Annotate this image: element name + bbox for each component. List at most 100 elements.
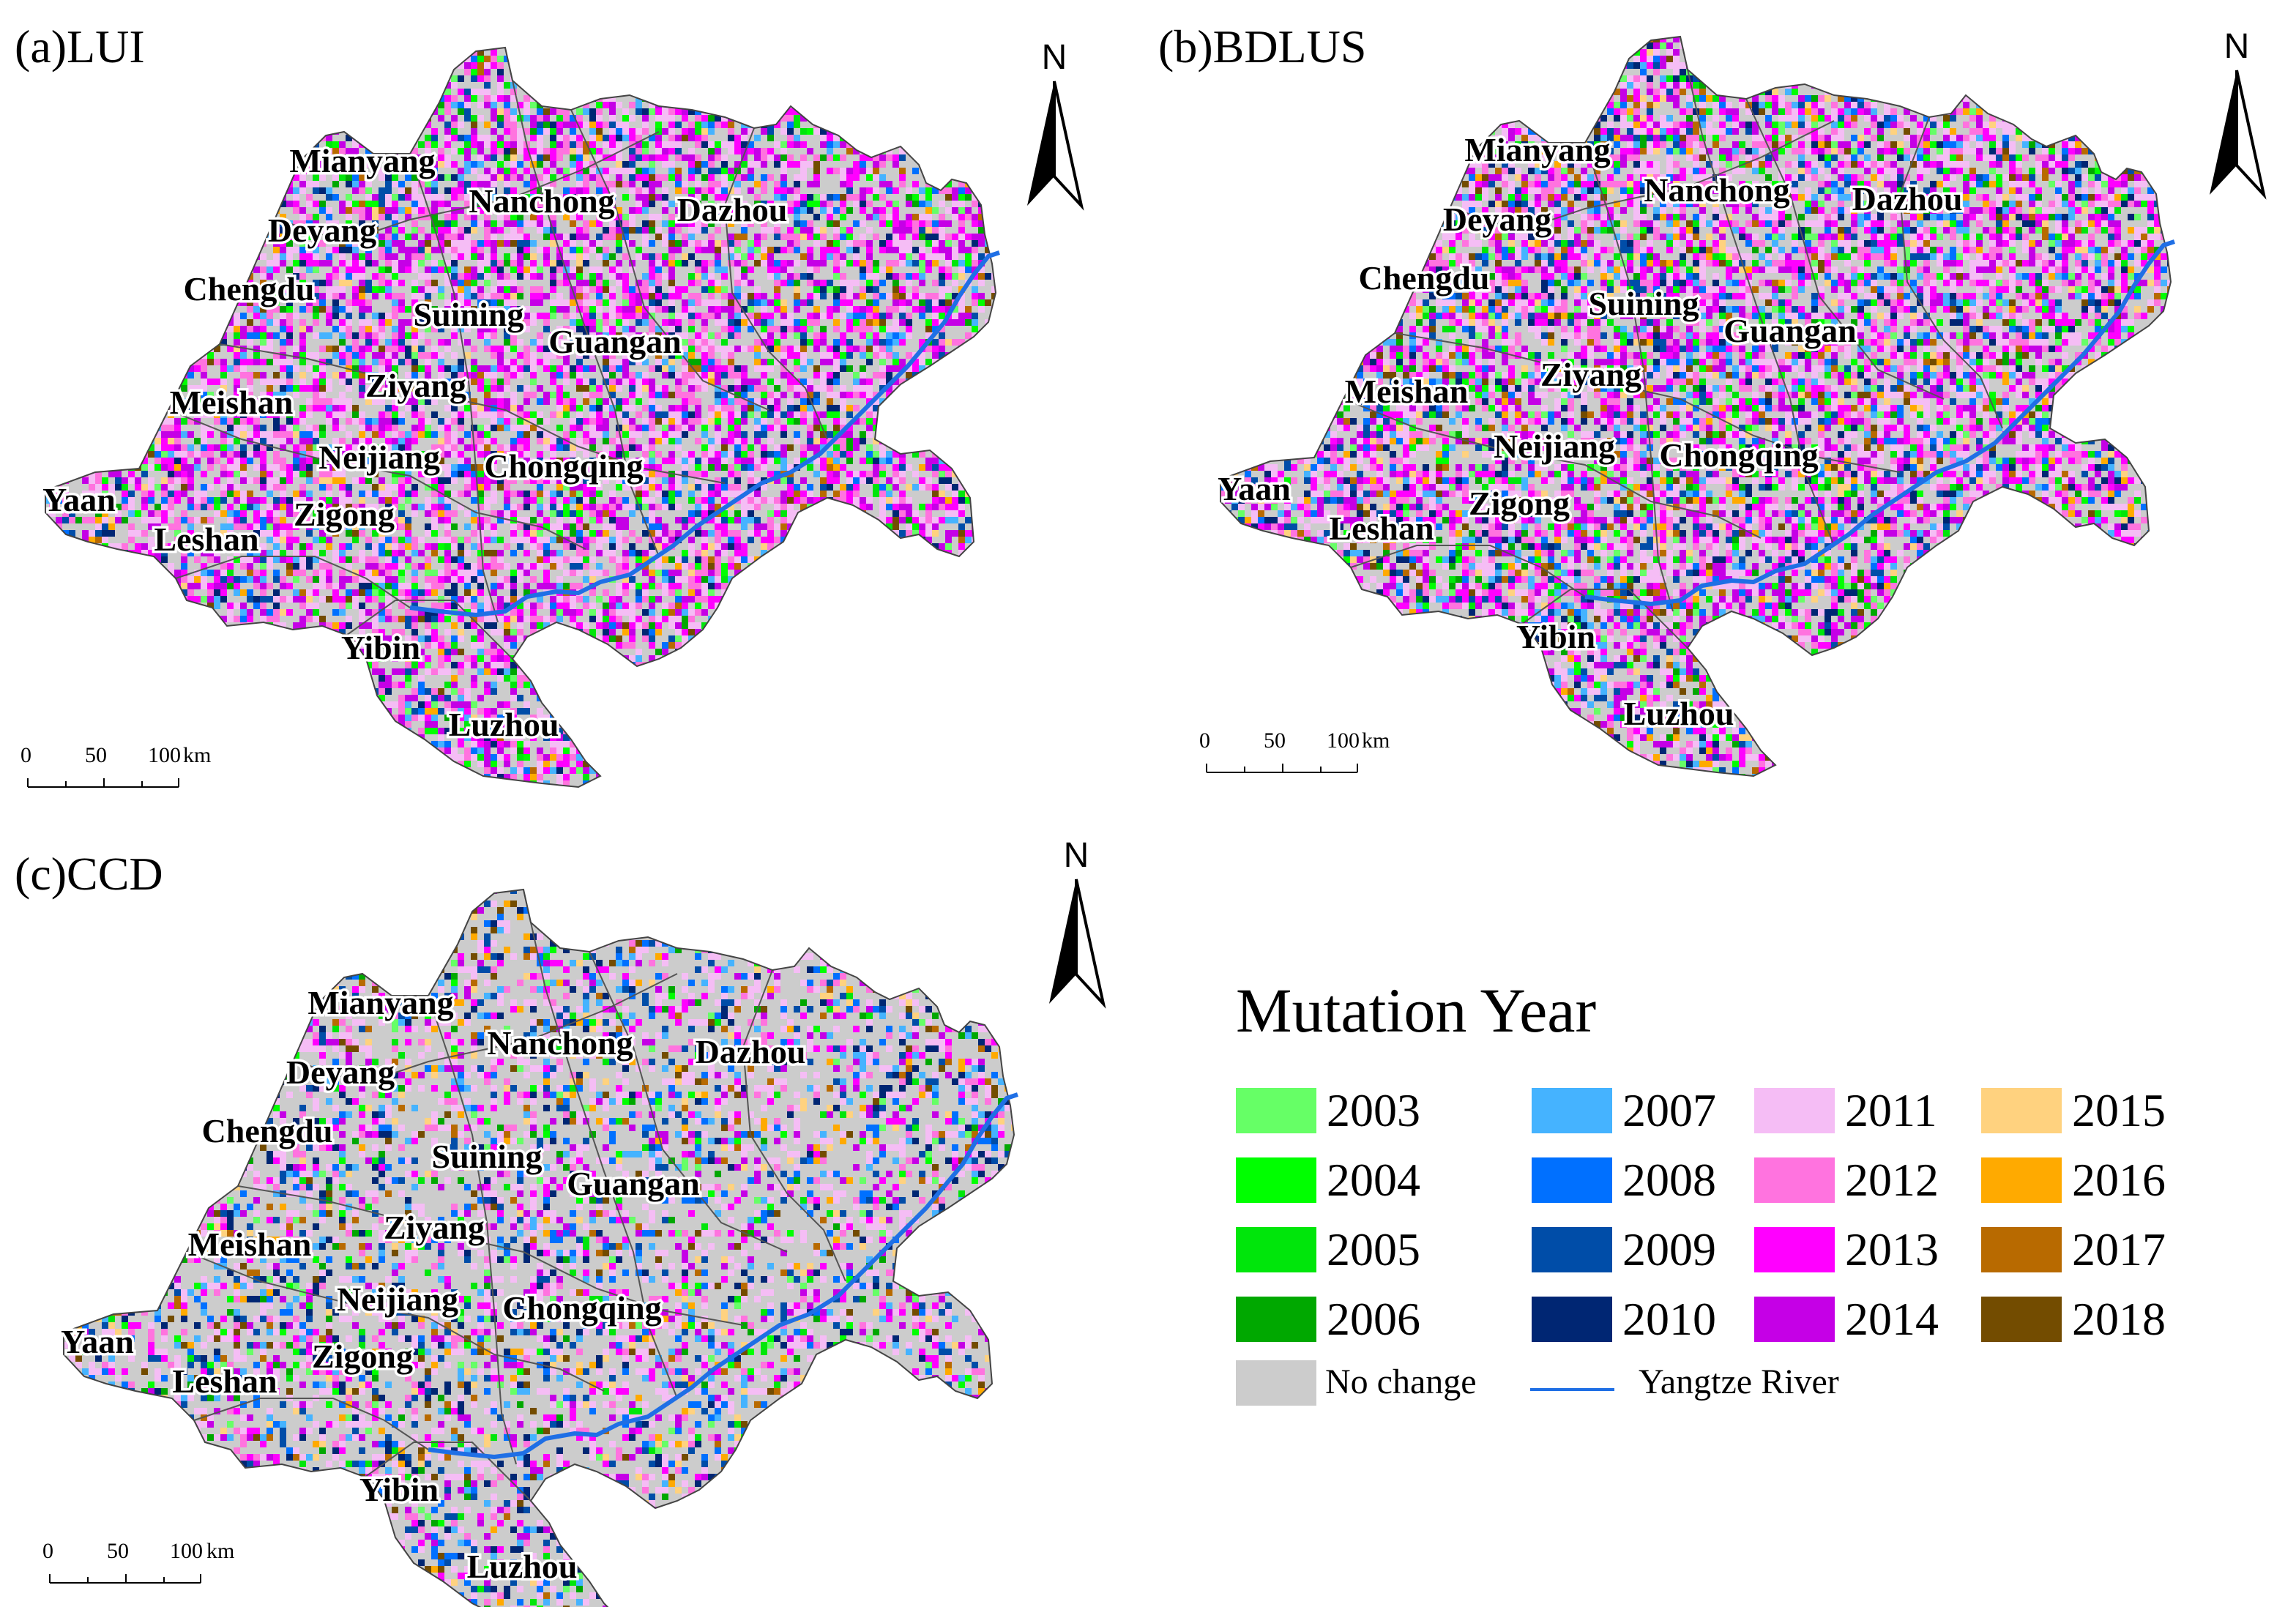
city-label-zigong: Zigong — [294, 496, 395, 533]
city-label-chongqing: Chongqing — [1659, 436, 1818, 474]
legend-swatch — [1532, 1157, 1612, 1203]
scale-bar-line — [27, 778, 179, 788]
city-label-ziyang: Ziyang — [384, 1209, 485, 1246]
region-outline — [1220, 35, 2172, 778]
boundary-line — [277, 131, 660, 243]
scale-bar-line — [49, 1574, 201, 1584]
city-label-luzhou: Luzhou — [467, 1548, 578, 1585]
legend-label: 2011 — [1845, 1082, 1937, 1139]
legend-label: 2009 — [1622, 1221, 1716, 1278]
region-map: Mianyang Nanchong Dazhou Deyang Chengdu Suini… — [1215, 35, 2175, 778]
legend-swatch — [1981, 1088, 2062, 1133]
yangtze-river-line — [1584, 239, 2175, 606]
north-arrow-icon — [1049, 879, 1106, 1009]
scale-tick-50: 50 — [1264, 728, 1286, 753]
city-label-leshan: Leshan — [1329, 510, 1434, 547]
boundary-line — [193, 1398, 429, 1450]
city-label-guangan: Guangan — [548, 323, 682, 360]
city-label-meishan: Meishan — [170, 384, 294, 421]
city-label-mianyang: Mianyang — [289, 142, 435, 179]
legend-label: 2014 — [1845, 1291, 1939, 1348]
city-label-deyang: Deyang — [286, 1054, 395, 1091]
scale-unit: km — [206, 1539, 234, 1564]
boundary-line — [1680, 37, 1835, 546]
legend-swatch — [1754, 1157, 1835, 1203]
legend-river-line — [1530, 1388, 1614, 1391]
city-label-mianyang: Mianyang — [1464, 131, 1610, 168]
city-label-ziyang: Ziyang — [1540, 356, 1641, 393]
legend-label: 2018 — [2072, 1291, 2166, 1348]
legend-swatch — [1532, 1297, 1612, 1342]
north-arrow: N — [1021, 40, 1087, 225]
boundary-line — [428, 995, 517, 1465]
legend: Mutation Year 2003 2004 2005 2006 2007 2… — [1230, 974, 2255, 1428]
city-label-nanchong: Nanchong — [469, 182, 614, 220]
city-label-mianyang: Mianyang — [308, 984, 453, 1021]
city-label-chengdu: Chengdu — [1359, 259, 1490, 297]
panel-c: (c)CCD Mianyang Nanchong Dazhou Deyang Cheng… — [0, 805, 1142, 1607]
legend-label: 2017 — [2072, 1221, 2166, 1278]
north-arrow-icon — [2210, 70, 2267, 200]
north-letter: N — [1043, 838, 1109, 873]
city-label-guangan: Guangan — [1723, 312, 1857, 349]
city-label-deyang: Deyang — [1443, 201, 1551, 238]
scale-unit: km — [1362, 728, 1390, 753]
boundary-line — [723, 127, 828, 440]
boundary-line — [1453, 120, 1835, 232]
legend-swatch — [1532, 1088, 1612, 1133]
region-map: Mianyang Nanchong Dazhou Deyang Chengdu Suini… — [40, 46, 1000, 788]
city-label-yaan: Yaan — [1218, 470, 1291, 507]
legend-label: 2015 — [2072, 1082, 2166, 1139]
city-label-meishan: Meishan — [188, 1226, 312, 1263]
north-letter: N — [1021, 40, 1087, 75]
boundary-line — [219, 343, 726, 484]
boundary-line — [742, 969, 846, 1282]
boundary-line — [175, 556, 411, 608]
city-label-guangan: Guangan — [567, 1165, 700, 1202]
boundary-line — [1350, 545, 1586, 597]
legend-label: 2006 — [1327, 1291, 1420, 1348]
legend-label-river: Yangtze River — [1639, 1362, 1839, 1402]
boundary-line — [1394, 332, 1901, 473]
scale-tick-100: 100 — [1327, 728, 1360, 753]
scale-tick-0: 0 — [20, 743, 31, 768]
legend-swatch — [1981, 1157, 2062, 1203]
legend-swatch — [1532, 1227, 1612, 1272]
yangtze-river-line — [428, 1092, 1018, 1459]
legend-label: 2004 — [1327, 1152, 1420, 1209]
boundary-line — [523, 890, 678, 1399]
scale-tick-100: 100 — [170, 1539, 203, 1564]
boundary-line — [362, 1442, 532, 1502]
region-outline — [45, 46, 997, 788]
legend-title: Mutation Year — [1236, 974, 1596, 1047]
north-arrow-icon — [1027, 81, 1084, 211]
legend-swatch — [1754, 1227, 1835, 1272]
city-label-leshan: Leshan — [154, 521, 258, 558]
boundary-line — [1584, 142, 1674, 612]
boundary-line — [343, 600, 513, 660]
legend-swatch — [1981, 1227, 2062, 1272]
city-label-dazhou: Dazhou — [1852, 180, 1963, 217]
panel-title: (b)BDLUS — [1158, 23, 1366, 70]
city-label-chongqing: Chongqing — [502, 1289, 661, 1327]
city-label-luzhou: Luzhou — [449, 706, 559, 743]
panel-title: (c)CCD — [15, 851, 163, 898]
city-label-leshan: Leshan — [172, 1362, 277, 1400]
city-label-neijiang: Neijiang — [1494, 428, 1615, 465]
city-label-nanchong: Nanchong — [1644, 171, 1789, 209]
scale-unit: km — [183, 743, 211, 768]
boundary-line — [186, 1251, 605, 1392]
legend-swatch — [1236, 1227, 1316, 1272]
scale-bar: 0 50 100 km — [1199, 728, 1391, 773]
boundary-line — [1898, 116, 2003, 429]
panel-title: (a)LUI — [15, 23, 145, 70]
legend-label-no-change: No change — [1325, 1362, 1477, 1402]
panel-b: (b)BDLUS Mianyang Nanchong Dazhou Deyang Che… — [1149, 0, 2292, 805]
boundary-line — [1745, 98, 1945, 400]
legend-swatch — [1236, 1088, 1316, 1133]
city-label-dazhou: Dazhou — [696, 1033, 806, 1070]
yangtze-river-line — [409, 250, 1000, 617]
boundary-line — [168, 409, 586, 550]
city-label-yibin: Yibin — [341, 629, 420, 666]
city-label-meishan: Meishan — [1345, 373, 1469, 410]
